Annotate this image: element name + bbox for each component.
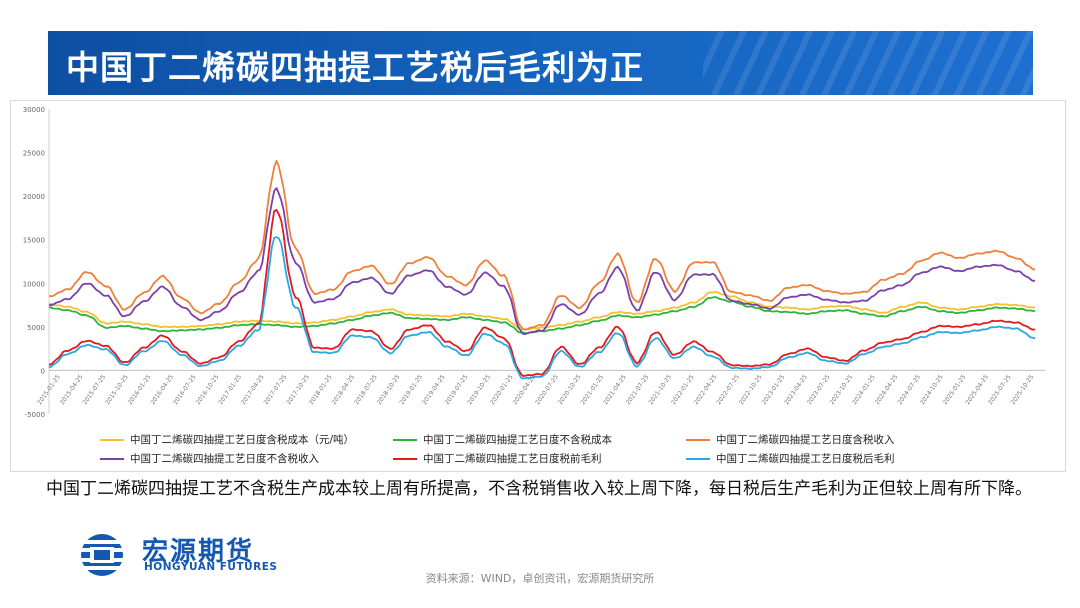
x-tick-label: 2018-01-25 xyxy=(308,373,334,406)
x-tick-label: 2018-10-25 xyxy=(376,373,402,406)
legend-item-2: 中国丁二烯碳四抽提工艺日度含税收入 xyxy=(686,432,986,447)
x-tick-label: 2016-04-25 xyxy=(149,373,175,406)
x-tick-label: 2018-07-25 xyxy=(353,373,379,406)
chart-panel: -5000 0 5000 10000 15000 20000 25000 30000 2015-… xyxy=(10,100,1066,472)
x-tick-label: 2022-01-25 xyxy=(670,373,696,406)
legend-label: 中国丁二烯碳四抽提工艺日度含税成本（元/吨） xyxy=(130,434,355,446)
legend-label: 中国丁二烯碳四抽提工艺日度不含税收入 xyxy=(130,453,319,465)
x-tick-label: 2025-07-25 xyxy=(987,373,1013,406)
legend-swatch xyxy=(393,438,417,441)
y-tick-label: 25000 xyxy=(23,150,45,158)
x-tick-label: 2022-07-25 xyxy=(715,373,741,406)
legend-item-1: 中国丁二烯碳四抽提工艺日度不含税成本 xyxy=(393,432,686,447)
y-tick-label: 30000 xyxy=(23,106,45,114)
x-tick-label: 2021-04-25 xyxy=(602,373,628,406)
x-tick-label: 2016-10-25 xyxy=(195,373,221,406)
legend-label: 中国丁二烯碳四抽提工艺日度税后毛利 xyxy=(716,453,895,465)
hongyuan-logo-icon xyxy=(76,534,136,576)
page-title: 中国丁二烯碳四抽提工艺税后毛利为正 xyxy=(66,48,644,87)
x-tick-label: 2015-07-25 xyxy=(81,373,107,406)
x-tick-label: 2020-07-25 xyxy=(534,373,560,406)
company-logo: 宏源期货 HONGYUAN FUTURES xyxy=(76,533,316,577)
logo-text-en: HONGYUAN FUTURES xyxy=(144,561,278,573)
legend-label: 中国丁二烯碳四抽提工艺日度含税收入 xyxy=(716,434,895,446)
data-source: 资料来源：WIND，卓创资讯，宏源期货研究所 xyxy=(425,572,655,585)
x-tick-label: 2017-10-25 xyxy=(285,373,311,406)
series-line-3 xyxy=(48,187,1036,335)
legend-swatch xyxy=(100,438,124,441)
series-line-2 xyxy=(48,160,1036,331)
x-tick-label: 2024-10-25 xyxy=(919,373,945,406)
x-tick-label: 2019-07-25 xyxy=(444,373,470,406)
x-tick-label: 2021-10-25 xyxy=(647,373,673,406)
legend-label: 中国丁二烯碳四抽提工艺日度不含税成本 xyxy=(423,434,612,446)
legend-swatch xyxy=(100,457,124,460)
logo-text-cn: 宏源期货 xyxy=(142,537,255,567)
series-line-5 xyxy=(48,236,1036,380)
chart-caption: 中国丁二烯碳四抽提工艺不含税生产成本较上周有所提高，不含税销售收入较上周下降，每… xyxy=(46,479,1032,499)
x-tick-label: 2025-04-25 xyxy=(964,373,990,406)
x-tick-label: 2023-01-25 xyxy=(761,373,787,406)
x-tick-label: 2015-04-25 xyxy=(59,373,85,406)
legend-label: 中国丁二烯碳四抽提工艺日度税前毛利 xyxy=(423,453,602,465)
x-tick-label: 2018-04-25 xyxy=(330,373,356,406)
x-tick-label: 2023-10-25 xyxy=(828,373,854,406)
line-chart: -5000 0 5000 10000 15000 20000 25000 30000 2015-… xyxy=(23,106,1045,419)
y-tick-label: 0 xyxy=(41,367,45,375)
x-tick-label: 2021-07-25 xyxy=(625,373,651,406)
y-tick-label: 5000 xyxy=(27,324,45,332)
legend-swatch xyxy=(686,457,710,460)
x-tick-label: 2019-04-25 xyxy=(421,373,447,406)
y-tick-label: -5000 xyxy=(25,411,45,419)
x-tick-label: 2023-07-25 xyxy=(806,373,832,406)
y-tick-label: 15000 xyxy=(23,237,45,245)
title-bar: 中国丁二烯碳四抽提工艺税后毛利为正 xyxy=(48,31,1033,95)
legend-swatch xyxy=(393,457,417,460)
legend-item-5: 中国丁二烯碳四抽提工艺日度税后毛利 xyxy=(686,451,986,466)
x-tick-label: 2021-01-25 xyxy=(579,373,605,406)
x-tick-label: 2024-07-25 xyxy=(896,373,922,406)
legend-swatch xyxy=(686,438,710,441)
x-tick-label: 2015-10-25 xyxy=(104,373,130,406)
x-tick-label: 2017-04-25 xyxy=(240,373,266,406)
x-tick-label: 2024-01-25 xyxy=(851,373,877,406)
title-decoration xyxy=(703,31,1033,95)
series-line-4 xyxy=(48,209,1036,377)
x-tick-label: 2017-07-25 xyxy=(263,373,289,406)
legend-item-0: 中国丁二烯碳四抽提工艺日度含税成本（元/吨） xyxy=(100,432,393,447)
x-tick-label: 2019-10-25 xyxy=(466,373,492,406)
legend-item-3: 中国丁二烯碳四抽提工艺日度不含税收入 xyxy=(100,451,393,466)
x-tick-label: 2020-10-25 xyxy=(557,373,583,406)
x-tick-label: 2020-01-25 xyxy=(489,373,515,406)
x-tick-label: 2019-01-25 xyxy=(398,373,424,406)
legend-item-4: 中国丁二烯碳四抽提工艺日度税前毛利 xyxy=(393,451,686,466)
y-tick-label: 10000 xyxy=(23,280,45,288)
x-tick-label: 2022-04-25 xyxy=(693,373,719,406)
x-tick-label: 2017-01-25 xyxy=(217,373,243,406)
x-tick-label: 2025-10-25 xyxy=(1010,373,1036,406)
x-tick-label: 2024-04-25 xyxy=(874,373,900,406)
x-tick-label: 2022-10-25 xyxy=(738,373,764,406)
x-tick-label: 2016-07-25 xyxy=(172,373,198,406)
chart-legend: 中国丁二烯碳四抽提工艺日度含税成本（元/吨） 中国丁二烯碳四抽提工艺日度不含税成本… xyxy=(100,432,1000,466)
x-tick-label: 2023-04-25 xyxy=(783,373,809,406)
series-line-0 xyxy=(48,291,1036,331)
x-tick-label: 2025-01-25 xyxy=(942,373,968,406)
x-tick-label: 2016-01-25 xyxy=(127,373,153,406)
y-tick-label: 20000 xyxy=(23,193,45,201)
